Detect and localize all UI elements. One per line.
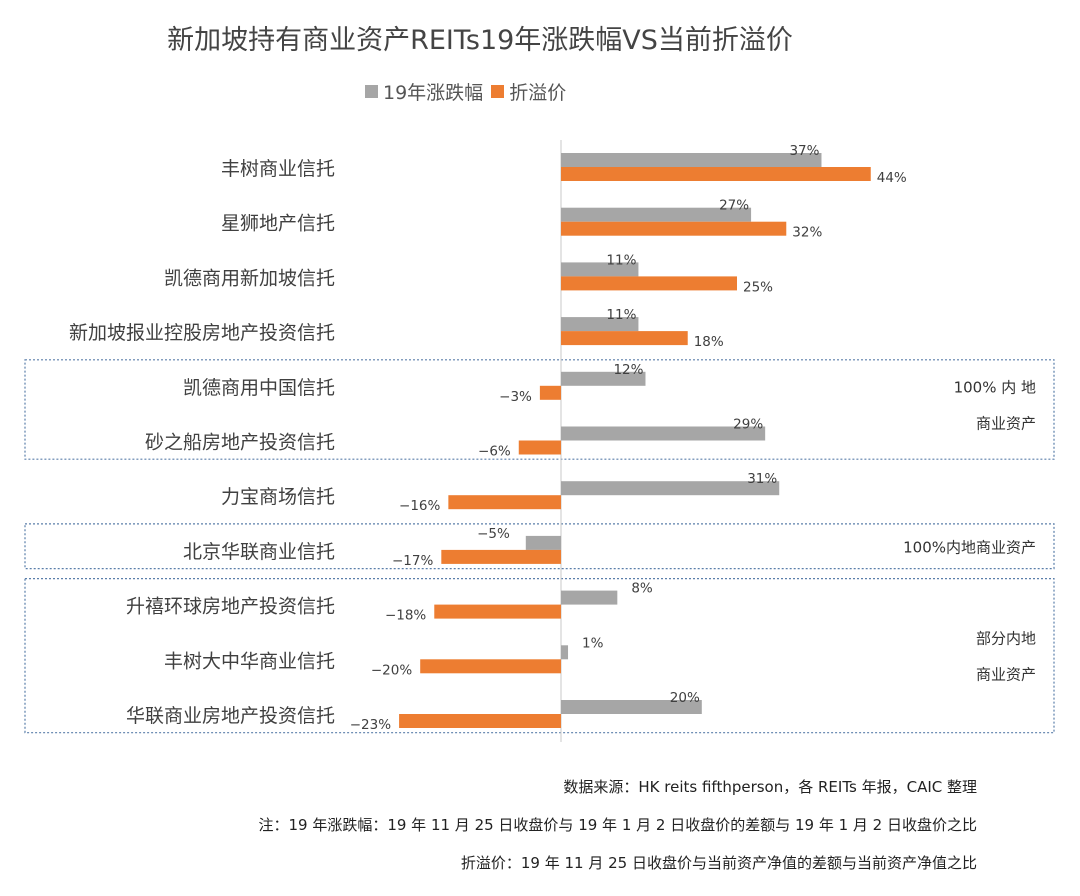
bar-premium	[399, 714, 561, 728]
category-label: 升禧环球房地产投资信托	[126, 596, 335, 618]
bar-premium	[518, 440, 561, 455]
category-label: 北京华联商业信托	[183, 541, 335, 563]
group-label: 100% 内 地	[954, 379, 1036, 397]
legend-swatch-gray	[365, 85, 378, 98]
category-label: 力宝商场信托	[221, 486, 335, 508]
category-label: 砂之船房地产投资信托	[145, 432, 335, 454]
data-label-change: 29%	[733, 417, 763, 433]
data-label-premium: 44%	[877, 170, 907, 186]
bar-premium	[561, 276, 737, 291]
category-label: 凯德商用中国信托	[183, 377, 335, 399]
data-label-premium: 25%	[743, 279, 773, 295]
legend-item-premium: 折溢价	[491, 78, 566, 105]
data-label-change: 11%	[606, 252, 636, 268]
bar-change	[561, 371, 646, 386]
chart-title: 新加坡持有商业资产REITs19年涨跌幅VS当前折溢价	[167, 25, 793, 56]
data-label-premium: −3%	[499, 389, 532, 405]
data-label-change: 31%	[747, 471, 777, 487]
bar-change	[561, 481, 780, 496]
bar-premium	[561, 221, 787, 236]
data-label-premium: −23%	[350, 717, 391, 733]
bar-change	[525, 535, 561, 550]
data-label-change: −5%	[477, 526, 510, 542]
bar-chart: 100% 内 地商业资产100%内地商业资产部分内地商业资产丰树商业信托37%4…	[24, 140, 1055, 742]
footnote-source: 数据来源：HK reits fifthperson，各 REITs 年报，CAI…	[563, 778, 977, 796]
category-label: 凯德商用新加坡信托	[164, 267, 335, 289]
bar-premium	[539, 385, 561, 400]
data-label-change: 11%	[606, 307, 636, 323]
group-label: 商业资产	[976, 415, 1036, 433]
category-label: 丰树大中华商业信托	[164, 650, 335, 672]
data-label-change: 12%	[613, 362, 643, 378]
data-label-premium: −20%	[371, 662, 412, 678]
category-label: 华联商业房地产投资信托	[126, 705, 335, 727]
category-label: 星狮地产信托	[221, 213, 335, 235]
group-box	[24, 577, 1055, 734]
bar-change	[561, 590, 618, 605]
bar-change	[561, 645, 569, 660]
bar-premium	[561, 167, 871, 181]
category-label: 新加坡报业控股房地产投资信托	[69, 322, 335, 344]
legend-label-premium: 折溢价	[509, 82, 567, 104]
data-label-premium: −16%	[399, 498, 440, 514]
bar-premium	[561, 331, 688, 346]
category-label: 丰树商业信托	[221, 158, 335, 180]
legend: 19年涨跌幅 折溢价	[365, 78, 574, 105]
data-label-premium: 32%	[792, 225, 822, 241]
data-label-premium: 18%	[694, 334, 724, 350]
group-label: 商业资产	[976, 666, 1036, 684]
legend-item-change: 19年涨跌幅	[365, 78, 483, 105]
footnote-change-definition: 注：19 年涨跌幅：19 年 11 月 25 日收盘价与 19 年 1 月 2 …	[258, 816, 977, 834]
bar-change	[561, 317, 639, 332]
legend-swatch-orange	[491, 85, 505, 98]
bar-premium	[448, 495, 561, 510]
group-label: 部分内地	[976, 630, 1036, 648]
data-label-change: 20%	[670, 690, 700, 706]
data-label-change: 8%	[631, 581, 653, 597]
data-label-premium: −6%	[478, 444, 511, 460]
bar-change	[561, 207, 752, 222]
data-label-change: 37%	[789, 143, 819, 159]
group-label: 100%内地商业资产	[903, 538, 1036, 556]
bar-change	[561, 262, 639, 277]
data-label-premium: −17%	[392, 553, 433, 569]
bar-premium	[434, 604, 561, 619]
group-box	[24, 523, 1055, 570]
legend-label-change: 19年涨跌幅	[383, 82, 484, 104]
bar-change	[561, 153, 822, 167]
bar-premium	[441, 549, 561, 564]
footnote-premium-definition: 折溢价：19 年 11 月 25 日收盘价与当前资产净值的差额与当前资产净值之比	[460, 854, 977, 872]
data-label-premium: −18%	[385, 608, 426, 624]
bar-change	[561, 426, 766, 441]
data-label-change: 27%	[719, 198, 749, 214]
bar-change	[561, 700, 702, 714]
data-label-change: 1%	[582, 635, 604, 651]
bar-premium	[420, 659, 561, 674]
